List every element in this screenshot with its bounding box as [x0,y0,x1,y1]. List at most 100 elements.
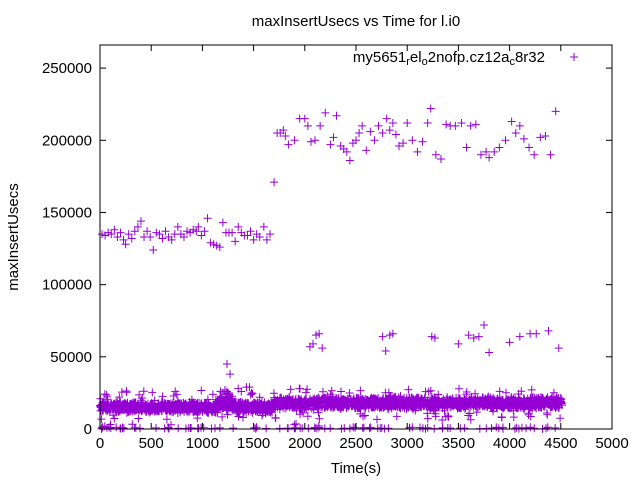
data-point [382,114,391,123]
data-point [255,233,264,241]
data-points [96,104,567,433]
y-axis-label: maxInsertUsecs [5,183,22,291]
data-point [234,222,243,231]
data-point [243,231,252,240]
data-point [218,218,227,227]
data-point [318,344,327,353]
data-point [511,129,520,138]
data-point [316,121,325,130]
y-tick-label: 0 [84,421,92,438]
data-point [146,233,155,241]
data-point [315,329,324,338]
data-point [133,222,142,231]
x-tick-label: 2000 [288,435,321,452]
data-point [245,383,254,392]
data-point [436,155,445,164]
data-point [215,243,224,252]
data-point [480,321,488,330]
data-point [399,139,408,148]
data-point [462,143,471,152]
data-point [197,231,206,240]
data-point [413,147,422,156]
data-point [391,130,400,139]
data-point [270,178,279,187]
data-point [321,108,330,117]
data-point [501,136,510,145]
data-point [451,121,460,130]
x-tick-label: 1000 [186,435,219,452]
data-point [541,131,550,140]
data-point [485,153,494,162]
legend-label: my5651relo2nofp.cz12ac8r32 [353,49,545,68]
data-point [423,118,432,127]
data-point [532,329,541,338]
data-point [194,222,203,231]
data-point [113,233,122,241]
y-tick-label: 150000 [42,204,92,221]
data-point [507,117,516,126]
data-point [471,120,480,129]
legend: my5651relo2nofp.cz12ac8r32 [353,49,578,68]
x-tick-label: 1500 [237,435,270,452]
data-point [284,140,293,149]
data-point [130,227,139,236]
data-point [476,150,485,159]
x-tick-label: 0 [96,435,104,452]
data-point [231,237,240,246]
data-point [355,129,364,138]
data-point [262,235,271,244]
chart-title: maxInsertUsecs vs Time for l.i0 [252,13,460,30]
data-point [430,334,439,343]
data-point [482,147,491,156]
data-point [495,143,504,152]
data-point [246,227,255,236]
data-point [119,235,128,244]
dense-band-points [96,386,222,424]
data-point [525,143,534,152]
x-tick-label: 2500 [339,435,372,452]
data-point [279,126,288,135]
data-point [457,118,466,127]
data-point [311,136,320,145]
x-axis-label: Time(s) [331,460,381,477]
data-point [466,121,475,130]
data-point [370,136,379,145]
y-tick-label: 250000 [42,60,92,77]
data-point [161,227,170,236]
data-point [228,228,237,237]
plot-border [99,44,613,430]
data-point [167,235,176,244]
data-point [515,332,524,341]
data-point [116,228,125,237]
data-point [158,234,167,243]
y-tick-label: 100000 [42,277,92,294]
data-point [247,388,256,397]
data-point [454,339,463,348]
data-point [173,222,182,231]
data-point [395,142,404,151]
dense-band-points [229,389,278,422]
data-point [388,118,397,127]
data-point [259,222,268,231]
data-point [530,150,539,159]
data-point [237,387,246,396]
data-point [249,235,258,244]
data-point [358,121,367,130]
y-tick-label: 50000 [50,349,92,366]
data-point [306,137,315,146]
data-point [403,118,412,127]
x-tick-label: 4000 [493,435,526,452]
data-point [474,332,483,341]
data-point [192,227,201,236]
y-tick-label: 200000 [42,132,92,149]
data-point [107,230,116,239]
dense-band-points [270,384,567,424]
data-point [426,104,435,113]
data-point [179,233,188,241]
data-point [127,234,136,243]
data-point [464,331,473,340]
data-point [345,156,354,165]
data-point [200,227,209,236]
data-point [332,111,341,120]
